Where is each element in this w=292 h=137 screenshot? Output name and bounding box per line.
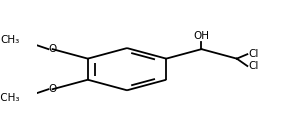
Text: OH: OH (194, 31, 209, 41)
Text: O: O (48, 84, 57, 94)
Text: Cl: Cl (248, 49, 258, 59)
Text: CH₂CH₃: CH₂CH₃ (0, 93, 20, 103)
Text: O: O (48, 44, 57, 54)
Text: CH₃: CH₃ (0, 35, 20, 45)
Text: Cl: Cl (248, 61, 258, 71)
